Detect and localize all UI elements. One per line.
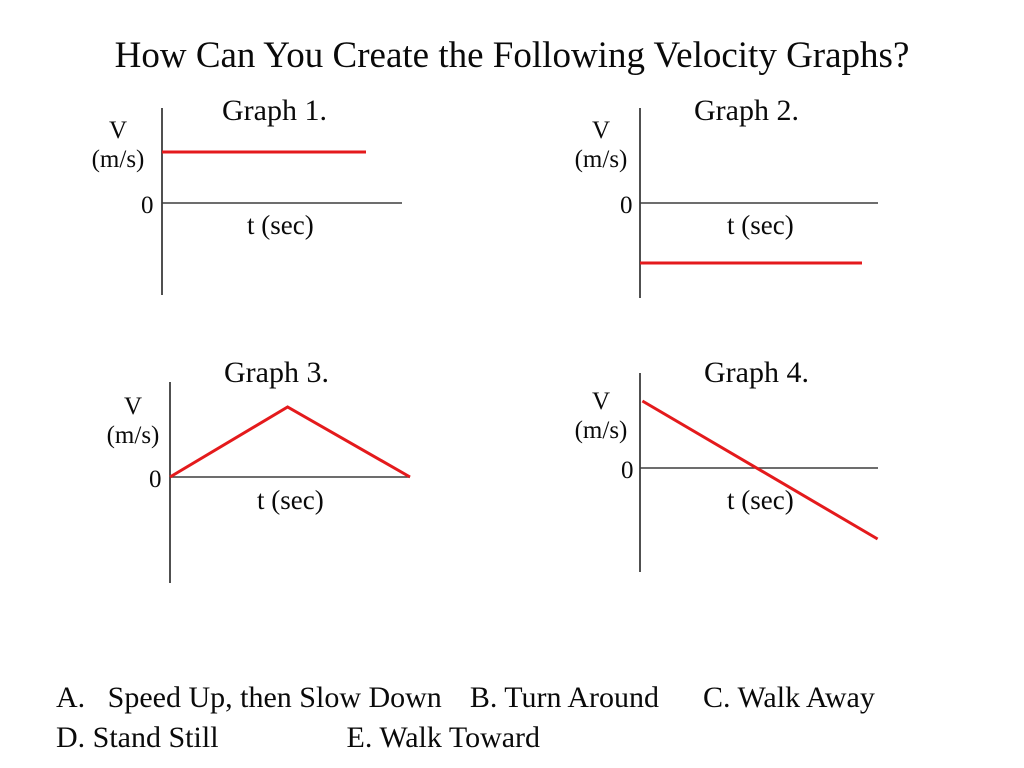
graph-3-origin-label: 0 bbox=[149, 466, 162, 493]
option-a: A. Speed Up, then Slow Down bbox=[56, 680, 442, 714]
graph-1-x-axis-label: t (sec) bbox=[247, 210, 314, 240]
graph-3-y-axis-label-line1: V bbox=[123, 393, 143, 420]
option-d: D. Stand Still bbox=[56, 720, 219, 754]
graph-2-y-axis-label: V (m/s) bbox=[567, 116, 635, 174]
graph-4-x-axis-label: t (sec) bbox=[727, 485, 794, 515]
graph-3-title: Graph 3. bbox=[224, 356, 329, 389]
option-b: B. Turn Around bbox=[469, 680, 660, 714]
options-line-2: D. Stand Still E. Walk Toward bbox=[26, 681, 540, 768]
graph-2-title: Graph 2. bbox=[694, 94, 799, 127]
graph-1-y-axis-label-line1: V bbox=[108, 117, 128, 144]
graph-1-y-axis-label: V (m/s) bbox=[84, 116, 152, 174]
option-e: E. Walk Toward bbox=[346, 720, 541, 754]
graph-3-y-axis-label: V (m/s) bbox=[99, 392, 167, 450]
graph-4-title: Graph 4. bbox=[704, 356, 809, 389]
graph-4-velocity-line bbox=[641, 399, 879, 541]
graph-1-y-axis-label-line2: (m/s) bbox=[91, 146, 145, 173]
options-line-1: A. Speed Up, then Slow Down B. Turn Aroun… bbox=[26, 641, 875, 754]
page-title: How Can You Create the Following Velocit… bbox=[114, 35, 910, 76]
graph-3-x-axis-label: t (sec) bbox=[257, 485, 324, 515]
graph-4-y-axis-label: V (m/s) bbox=[567, 387, 635, 445]
graph-2-y-axis-label-line2: (m/s) bbox=[574, 146, 628, 173]
option-c: C. Walk Away bbox=[703, 680, 875, 714]
graph-2-x-axis-label: t (sec) bbox=[727, 210, 794, 240]
graph-3-y-axis-label-line2: (m/s) bbox=[106, 422, 160, 449]
graph-2-y-axis-label-line1: V bbox=[591, 117, 611, 144]
graph-1-origin-label: 0 bbox=[141, 192, 154, 219]
graph-4-y-axis-label-line1: V bbox=[591, 388, 611, 415]
graph-4-y-axis-label-line2: (m/s) bbox=[574, 417, 628, 444]
graph-4-origin-label: 0 bbox=[621, 457, 634, 484]
graph-3-velocity-line bbox=[169, 405, 411, 479]
graph-2-origin-label: 0 bbox=[620, 192, 633, 219]
graph-1-title: Graph 1. bbox=[222, 94, 327, 127]
